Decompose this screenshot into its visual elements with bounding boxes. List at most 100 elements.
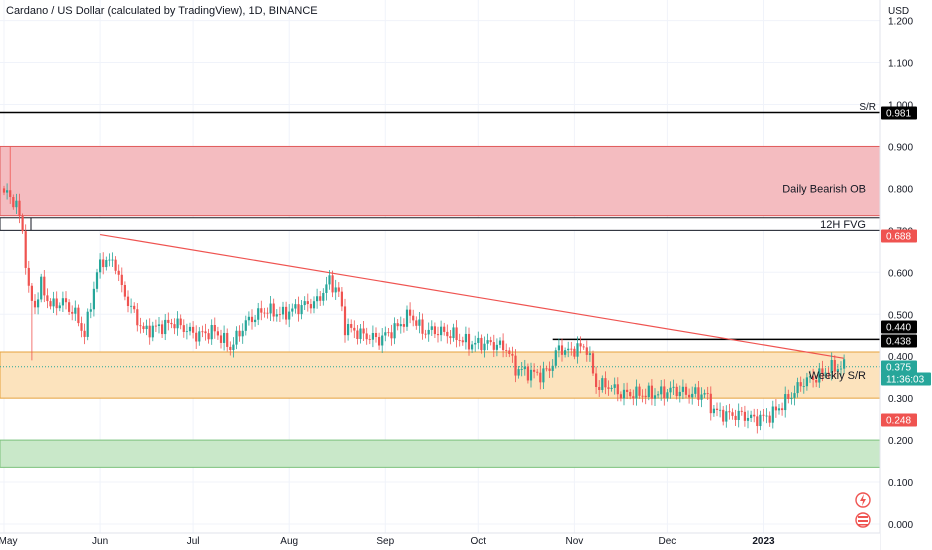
- price-tick-label: 0.000: [888, 520, 913, 531]
- candle-body: [114, 259, 117, 271]
- candle-body: [331, 275, 334, 293]
- candle-body: [725, 411, 728, 422]
- candle-body: [548, 368, 551, 371]
- candle-body: [805, 377, 808, 387]
- candle-body: [619, 394, 622, 399]
- candle-body: [198, 331, 201, 342]
- candle-body: [591, 353, 595, 374]
- candle-body: [492, 342, 495, 350]
- candle-body: [622, 389, 626, 399]
- candle-body: [467, 333, 471, 350]
- side-icons[interactable]: [855, 492, 871, 528]
- candle-body: [560, 345, 564, 355]
- candle-body: [71, 311, 74, 314]
- price-tick-label: 0.600: [888, 268, 913, 279]
- candle-body: [238, 330, 241, 337]
- candle-body: [759, 414, 762, 427]
- candle-body: [694, 387, 697, 394]
- price-tick-label: 0.300: [888, 394, 913, 405]
- candle-body: [430, 326, 433, 330]
- candle-body: [647, 385, 650, 398]
- chart-trendline: [100, 233, 845, 359]
- candle-body: [433, 326, 436, 335]
- time-axis[interactable]: May Jun Jul Aug Sep Oct Nov Dec 2023: [0, 532, 880, 550]
- candle-body: [139, 325, 142, 327]
- candle-body: [269, 303, 272, 314]
- candle-body: [241, 330, 244, 337]
- lightning-icon[interactable]: [855, 492, 871, 508]
- candle-body: [43, 276, 46, 296]
- zone-box: [0, 351, 881, 399]
- price-tick-label: 1.000: [888, 101, 913, 112]
- candle-body: [126, 296, 130, 307]
- candle-body: [300, 305, 303, 315]
- candle-body: [839, 368, 843, 370]
- candle-body: [536, 371, 539, 373]
- candle-body: [12, 197, 15, 208]
- candle-body: [740, 410, 743, 412]
- candle-body: [777, 408, 781, 411]
- candle-body: [657, 394, 660, 396]
- candle-body: [545, 368, 548, 370]
- zone-label: Daily Bearish OB: [782, 183, 866, 195]
- price-axis[interactable]: USD1.2001.1001.0000.9000.8000.7000.6000.…: [879, 0, 932, 550]
- candle-body: [136, 309, 139, 326]
- candle-body: [266, 312, 269, 314]
- line-label: S/R: [859, 102, 876, 113]
- candle-body: [802, 386, 805, 387]
- candle-body: [412, 315, 415, 321]
- candle-body: [588, 353, 591, 355]
- price-label-box: [881, 320, 917, 334]
- candle-body: [461, 340, 464, 343]
- candle-body: [117, 270, 120, 275]
- candle-body: [653, 395, 657, 399]
- candle-body: [595, 373, 598, 388]
- candle-body: [275, 314, 278, 317]
- candle-body: [765, 415, 768, 417]
- candle-body: [151, 325, 154, 338]
- candle-body: [719, 409, 722, 411]
- candle-body: [567, 348, 570, 351]
- candle-body: [771, 406, 774, 423]
- candle-body: [312, 301, 316, 309]
- candle-body: [415, 320, 418, 326]
- candle-body: [210, 324, 213, 340]
- candle-body: [663, 386, 666, 399]
- candle-body: [396, 323, 399, 327]
- candle-body: [514, 355, 517, 376]
- candle-body: [753, 414, 756, 417]
- candle-body: [204, 331, 207, 334]
- candle-body: [508, 350, 511, 354]
- candle-body: [793, 393, 796, 398]
- candle-body: [464, 333, 467, 343]
- candle-body: [452, 327, 455, 339]
- candle-body: [660, 386, 663, 395]
- candle-body: [632, 396, 635, 399]
- candle-body: [616, 384, 619, 395]
- candle-body: [781, 408, 784, 411]
- candle-body: [254, 319, 257, 323]
- zone-box: [0, 439, 881, 468]
- candle-body: [120, 274, 123, 286]
- candle-body: [322, 292, 325, 301]
- candle-body: [309, 304, 312, 309]
- candle-body: [650, 385, 653, 399]
- candle-body: [604, 378, 607, 388]
- chart-horizontal-lines: [0, 111, 880, 368]
- candle-body: [728, 411, 731, 413]
- candle-body: [123, 285, 126, 297]
- price-label-text: 0.981: [886, 109, 911, 120]
- candle-body: [232, 344, 235, 351]
- candle-body: [700, 394, 703, 400]
- flag-icon[interactable]: [855, 512, 871, 528]
- time-tick-label: Jul: [187, 536, 200, 547]
- candle-body: [353, 327, 356, 331]
- candle-body: [21, 216, 24, 232]
- candle-body: [359, 328, 362, 339]
- candle-body: [629, 391, 632, 397]
- candle-body: [554, 350, 557, 366]
- price-tick-label: 0.900: [888, 142, 913, 153]
- candle-body: [201, 331, 204, 333]
- candle-body: [446, 331, 449, 337]
